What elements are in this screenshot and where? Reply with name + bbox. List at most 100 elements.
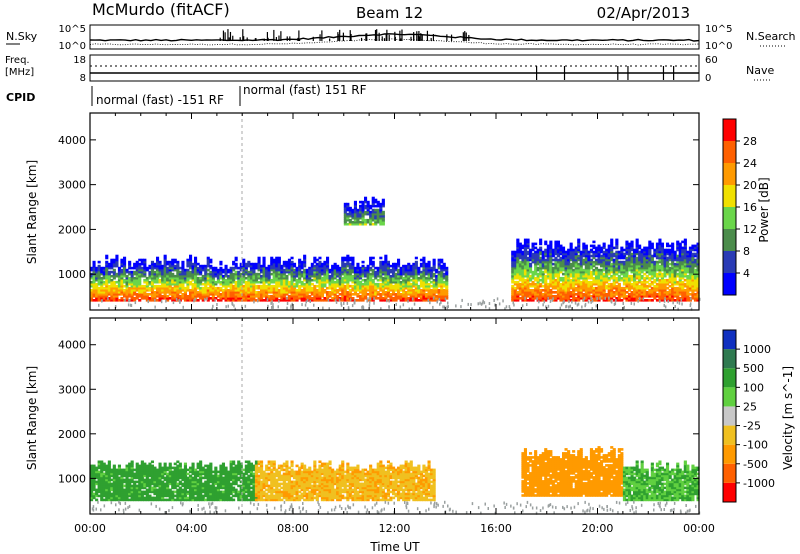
power-cell	[267, 266, 271, 270]
power-cell	[216, 274, 220, 278]
power-cell	[234, 299, 238, 302]
power-cell	[523, 262, 527, 266]
ground-scatter-cell	[107, 297, 109, 301]
power-cell	[315, 266, 319, 270]
power-cell	[229, 293, 233, 296]
power-cell	[610, 242, 614, 246]
power-cell	[359, 284, 363, 288]
power-cell	[209, 297, 213, 300]
velocity-cell	[100, 490, 104, 494]
power-cell	[409, 282, 413, 286]
power-cell	[115, 293, 119, 296]
ground-scatter-cell	[482, 299, 484, 303]
power-cell	[371, 286, 375, 290]
power-cell	[90, 293, 94, 296]
power-cell	[143, 291, 147, 294]
power-cell	[417, 295, 421, 298]
power-cell	[171, 280, 175, 284]
power-cell	[366, 282, 370, 286]
power-cell	[645, 270, 649, 274]
power-cell	[130, 266, 134, 270]
power-cell	[615, 272, 619, 276]
power-cell	[359, 297, 363, 300]
sky-left-label: N.Sky	[6, 30, 38, 43]
power-cell	[221, 295, 225, 298]
power-cell	[348, 266, 352, 270]
power-cell	[323, 299, 327, 302]
power-cell	[556, 246, 560, 250]
power-cell	[630, 244, 634, 248]
power-cell	[173, 291, 177, 294]
power-cell	[227, 276, 231, 280]
power-cell	[597, 246, 601, 250]
power-cell	[686, 299, 690, 302]
power-cell	[617, 260, 621, 264]
power-cell	[287, 299, 291, 302]
power-cell	[293, 282, 297, 286]
power-cell	[445, 291, 449, 294]
velocity-cell	[102, 484, 106, 488]
power-cell	[635, 284, 639, 288]
power-cell	[206, 291, 210, 294]
power-cell	[265, 272, 269, 276]
power-cell	[582, 252, 586, 256]
velocity-cell	[95, 476, 99, 480]
velocity-cell	[97, 464, 101, 468]
power-cell	[381, 266, 385, 270]
power-cell	[660, 276, 664, 280]
velocity-cell	[105, 466, 109, 470]
power-cell	[156, 256, 160, 260]
power-cell	[633, 258, 637, 262]
power-cell	[673, 272, 677, 276]
power-cell	[290, 268, 294, 272]
power-cell	[635, 256, 639, 260]
power-cell	[102, 270, 106, 274]
power-cell	[320, 278, 324, 282]
power-cell	[615, 291, 619, 294]
power-cell	[607, 295, 611, 298]
power-cell	[135, 293, 139, 296]
velocity-cell	[102, 488, 106, 492]
power-cell	[183, 286, 187, 290]
power-cell	[156, 268, 160, 272]
power-cell	[374, 218, 378, 222]
power-cell	[282, 284, 286, 288]
power-cell	[161, 295, 165, 298]
power-cell	[290, 297, 294, 300]
power-cell	[399, 268, 403, 272]
power-cell	[285, 282, 289, 286]
power-cell	[227, 297, 231, 300]
power-cell	[194, 260, 198, 264]
power-cell	[158, 264, 162, 268]
power-cell	[115, 272, 119, 276]
power-cell	[605, 254, 609, 258]
power-cell	[376, 282, 380, 286]
power-cell	[432, 291, 436, 294]
power-cell	[239, 262, 243, 266]
power-cell	[232, 274, 236, 278]
power-cell	[194, 274, 198, 278]
power-cell	[676, 258, 680, 262]
velocity-cell	[100, 494, 104, 498]
power-cell	[663, 278, 667, 282]
power-cell	[605, 264, 609, 268]
power-cell	[681, 284, 685, 288]
power-cell	[696, 254, 700, 258]
power-cell	[201, 268, 205, 272]
power-cell	[696, 256, 700, 260]
power-cell	[440, 264, 444, 268]
power-cell	[244, 280, 248, 284]
power-cell	[209, 260, 213, 264]
power-cell	[216, 299, 220, 302]
power-cell	[693, 293, 697, 296]
power-colorbar-label: Power [dB]	[757, 177, 771, 242]
velocity-cell	[90, 468, 94, 472]
power-cell	[574, 262, 578, 266]
power-cell	[247, 295, 251, 298]
power-cell	[280, 295, 284, 298]
power-cell	[402, 297, 406, 300]
power-cell	[359, 208, 363, 212]
power-cell	[303, 289, 307, 292]
power-cell	[574, 248, 578, 252]
power-cell	[671, 264, 675, 268]
